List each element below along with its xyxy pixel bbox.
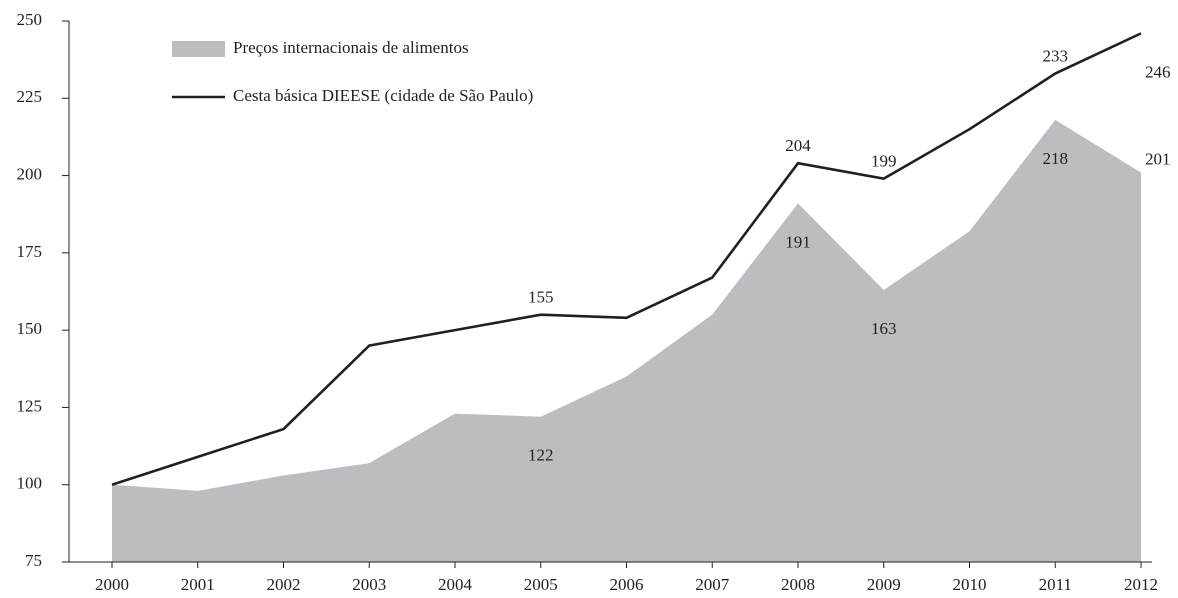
x-tick-label: 2012 xyxy=(1124,575,1158,594)
y-tick-label: 150 xyxy=(17,319,43,338)
line xyxy=(111,32,1142,486)
data-label: 201 xyxy=(1145,149,1171,168)
x-tick-label: 2003 xyxy=(352,575,386,594)
x-tick-label: 2010 xyxy=(953,575,987,594)
y-tick-label: 75 xyxy=(25,551,42,570)
data-label: 155 xyxy=(528,288,554,307)
data-label: 199 xyxy=(871,152,897,171)
data-label: 122 xyxy=(528,446,554,465)
data-label: 191 xyxy=(785,232,811,251)
y-tick-label: 125 xyxy=(17,396,43,415)
data-label: 163 xyxy=(871,319,897,338)
data-label: 233 xyxy=(1043,46,1069,65)
x-tick-label: 2007 xyxy=(695,575,730,594)
legend-swatch xyxy=(172,41,225,57)
data-label: 218 xyxy=(1043,149,1069,168)
x-tick-label: 2008 xyxy=(781,575,815,594)
y-tick-label: 225 xyxy=(17,87,43,106)
x-tick-label: 2009 xyxy=(867,575,901,594)
data-label: 204 xyxy=(785,136,811,155)
y-tick-label: 250 xyxy=(17,10,43,29)
y-tick-label: 100 xyxy=(17,474,43,493)
data-label: 246 xyxy=(1145,62,1171,81)
legend-label: Preços internacionais de alimentos xyxy=(233,38,469,57)
x-tick-label: 2006 xyxy=(610,575,644,594)
x-tick-label: 2011 xyxy=(1039,575,1072,594)
x-tick-label: 2001 xyxy=(181,575,215,594)
x-tick-label: 2004 xyxy=(438,575,473,594)
x-tick-label: 2000 xyxy=(95,575,129,594)
y-tick-label: 175 xyxy=(17,242,43,261)
x-tick-label: 2005 xyxy=(524,575,558,594)
legend-label: Cesta básica DIEESE (cidade de São Paulo… xyxy=(233,86,533,105)
x-tick-label: 2002 xyxy=(267,575,301,594)
y-tick-label: 200 xyxy=(17,164,43,183)
area xyxy=(112,119,1141,562)
